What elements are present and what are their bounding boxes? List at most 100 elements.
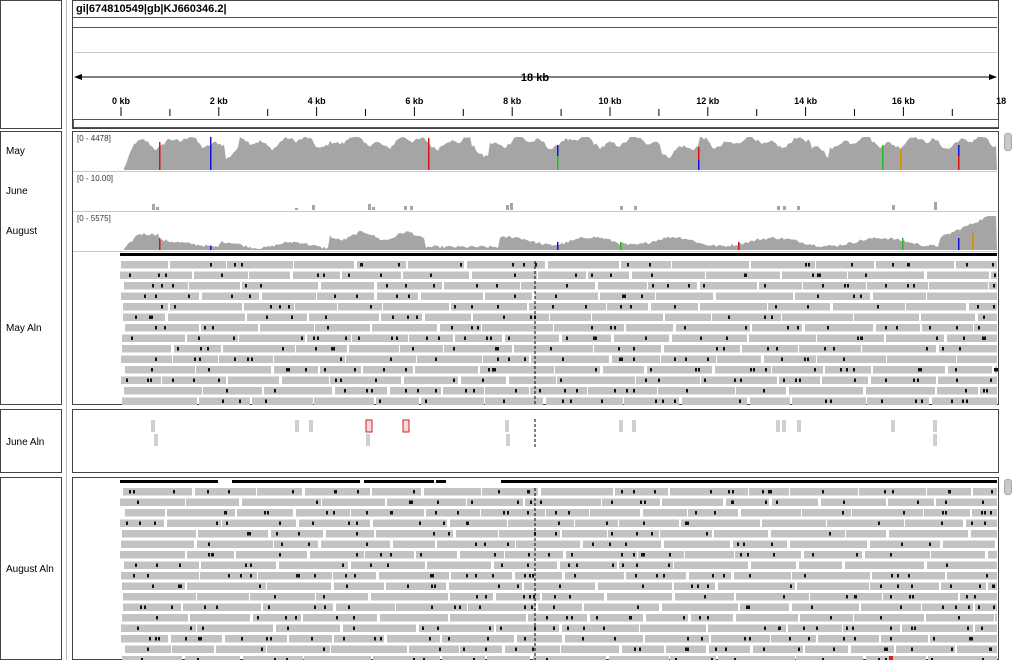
august-read <box>861 603 921 611</box>
may-read <box>260 324 314 332</box>
may-read <box>124 282 188 290</box>
read-mismatch <box>331 347 333 351</box>
read-mismatch <box>392 315 394 319</box>
read-mismatch <box>656 574 658 578</box>
read-mismatch <box>514 294 516 298</box>
track-name-august[interactable]: August <box>6 226 38 237</box>
track-name-june[interactable]: June <box>6 186 28 197</box>
read-mismatch <box>507 511 509 515</box>
read-mismatch <box>566 616 568 620</box>
region-of-interest-bar[interactable] <box>73 119 999 128</box>
august-read <box>373 519 447 527</box>
august-read <box>372 488 421 496</box>
sequence-name[interactable]: gi|674810549|gb|KJ660346.2| <box>76 3 227 15</box>
read-mismatch <box>386 284 388 288</box>
read-mismatch <box>803 626 805 630</box>
june-read <box>933 420 937 432</box>
read-mismatch <box>216 521 218 525</box>
read-mismatch <box>249 294 251 298</box>
august-aln-scrollbar-thumb[interactable] <box>1004 479 1012 495</box>
august-read <box>257 488 302 496</box>
may-read <box>529 303 606 311</box>
read-mismatch <box>270 637 272 641</box>
august-read <box>387 635 440 643</box>
read-mismatch <box>535 263 537 267</box>
read-mismatch <box>371 389 373 393</box>
read-mismatch <box>688 284 690 288</box>
read-mismatch <box>622 563 624 567</box>
may-read <box>170 261 226 269</box>
read-mismatch <box>946 563 948 567</box>
read-mismatch <box>265 399 267 403</box>
august-read <box>584 603 659 611</box>
read-mismatch <box>464 336 466 340</box>
read-mismatch <box>517 584 519 588</box>
may-read <box>676 324 750 332</box>
august-downsample-bar <box>364 480 434 483</box>
august-read <box>426 509 480 517</box>
read-mismatch <box>982 336 984 340</box>
column-divider[interactable] <box>66 0 67 660</box>
read-mismatch <box>663 574 665 578</box>
read-mismatch <box>475 542 477 546</box>
read-mismatch <box>684 326 686 330</box>
august-variant-mark <box>620 242 622 250</box>
august-read <box>303 614 377 622</box>
track-name-may[interactable]: May <box>6 146 25 157</box>
august-read <box>186 498 239 506</box>
may-read <box>805 324 873 332</box>
read-mismatch <box>430 574 432 578</box>
may-read <box>294 261 354 269</box>
read-mismatch <box>527 563 529 567</box>
read-mismatch <box>959 347 961 351</box>
read-mismatch <box>524 637 526 641</box>
read-mismatch <box>559 584 561 588</box>
august-read <box>726 498 769 506</box>
may-read <box>665 313 711 321</box>
read-mismatch <box>591 326 593 330</box>
read-mismatch <box>909 595 911 599</box>
may-read <box>124 387 202 395</box>
may-read <box>922 324 973 332</box>
read-mismatch <box>139 521 141 525</box>
may-read <box>792 397 866 405</box>
august-read <box>258 572 332 580</box>
read-mismatch <box>296 574 298 578</box>
track-name-june-aln[interactable]: June Aln <box>6 437 45 448</box>
tracks-scrollbar-thumb[interactable] <box>1004 133 1012 151</box>
may-read <box>873 292 926 300</box>
may-read <box>873 366 945 374</box>
read-mismatch <box>737 542 739 546</box>
august-read <box>646 614 688 622</box>
read-mismatch <box>156 616 158 620</box>
read-mismatch <box>228 490 230 494</box>
read-mismatch <box>979 584 981 588</box>
read-mismatch <box>819 273 821 277</box>
read-mismatch <box>466 574 468 578</box>
ruler-tick-label: 2 kb <box>209 96 228 106</box>
read-mismatch <box>645 378 647 382</box>
read-mismatch <box>546 616 548 620</box>
read-mismatch <box>137 626 139 630</box>
august-read <box>343 624 416 632</box>
august-read <box>988 551 997 559</box>
may-read <box>338 303 382 311</box>
may-read <box>938 376 997 384</box>
read-mismatch <box>699 616 701 620</box>
read-mismatch <box>555 294 557 298</box>
june-aln-name-panel <box>0 409 62 473</box>
read-mismatch <box>266 315 268 319</box>
read-mismatch <box>611 532 613 536</box>
august-read <box>250 593 315 601</box>
august-read <box>960 593 997 601</box>
ruler-area[interactable] <box>74 52 997 121</box>
read-mismatch <box>886 647 888 651</box>
read-mismatch <box>734 658 736 660</box>
may-read <box>346 355 416 363</box>
track-name-august-aln[interactable]: August Aln <box>6 564 54 575</box>
track-name-may-aln[interactable]: May Aln <box>6 323 42 334</box>
cytoband-box[interactable] <box>73 17 997 28</box>
may-read <box>514 345 593 353</box>
may-read <box>174 345 221 353</box>
august-read <box>736 614 798 622</box>
